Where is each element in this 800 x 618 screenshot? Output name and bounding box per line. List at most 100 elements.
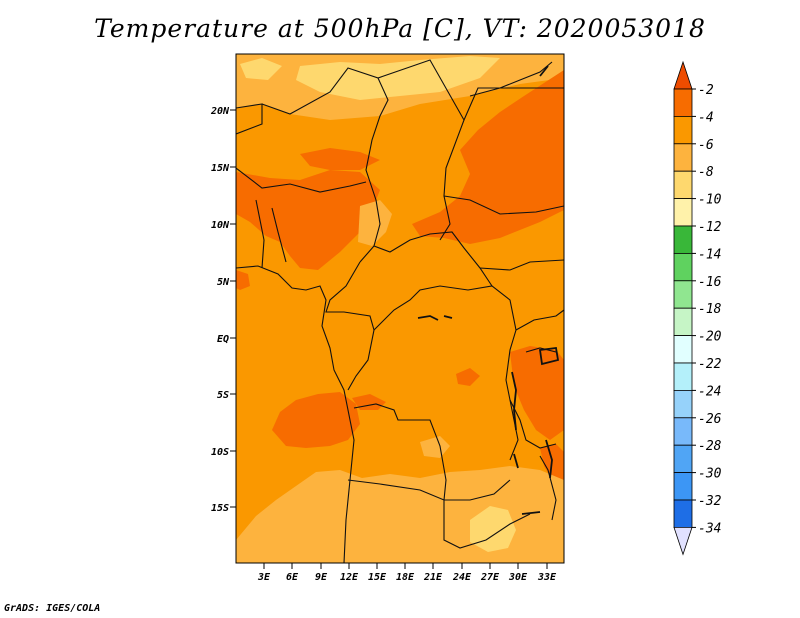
border-mozambique bbox=[539, 455, 557, 521]
border-car bbox=[373, 231, 493, 287]
colorbar-label: -8 bbox=[698, 165, 714, 180]
border-congo bbox=[325, 261, 375, 391]
colorbar-label: -4 bbox=[698, 110, 714, 125]
colorbar-label: -12 bbox=[698, 220, 722, 235]
colorbar-label: -18 bbox=[698, 302, 722, 317]
colorbar-swatch bbox=[673, 444, 693, 474]
colorbar-label: -20 bbox=[698, 330, 722, 345]
field-east-strip bbox=[510, 346, 564, 440]
lake-a bbox=[417, 315, 439, 321]
temperature-field bbox=[236, 54, 564, 563]
field-south-lighter bbox=[470, 506, 516, 552]
colorbar-swatch bbox=[673, 335, 693, 364]
field-central-cell bbox=[456, 368, 480, 386]
colorbar-label: -32 bbox=[698, 494, 722, 509]
border-west-b bbox=[271, 207, 287, 263]
lon-tick-label: 24E bbox=[452, 572, 472, 583]
border-angola bbox=[353, 403, 447, 501]
colorbar-label: -22 bbox=[698, 357, 722, 372]
colorbar-swatch bbox=[673, 88, 693, 117]
field-central-light bbox=[358, 200, 392, 246]
colorbar-swatch bbox=[673, 143, 693, 172]
red-sea-mark bbox=[539, 65, 549, 77]
colorbar-top-arrow bbox=[673, 60, 693, 90]
colorbar-label: -2 bbox=[698, 83, 714, 98]
colorbar-swatch bbox=[673, 116, 693, 145]
lon-tick-label: 12E bbox=[340, 572, 359, 583]
map-title: Temperature at 500hPa [C], VT: 202005301… bbox=[94, 14, 706, 43]
border-chad-east bbox=[377, 59, 465, 241]
lat-tick-label: 5N bbox=[217, 277, 230, 288]
border-drc bbox=[373, 285, 519, 461]
field-sahel-band bbox=[236, 170, 380, 270]
lon-tick-label: 3E bbox=[257, 572, 271, 583]
border-west-a bbox=[255, 199, 265, 269]
lon-tick-label: 6E bbox=[286, 572, 299, 583]
colorbar-label: -34 bbox=[698, 521, 721, 536]
colorbar-label: -10 bbox=[698, 193, 722, 208]
lake-malawi bbox=[545, 439, 553, 479]
border-sudan bbox=[443, 195, 564, 215]
field-northeast-band bbox=[412, 70, 564, 244]
lat-tick-label: 15N bbox=[211, 163, 230, 174]
lake-mweru bbox=[513, 453, 519, 469]
lake-kariba bbox=[521, 511, 541, 515]
lon-tick-label: 27E bbox=[480, 572, 500, 583]
lake-tanganyika bbox=[511, 371, 517, 431]
lon-tick-label: 30E bbox=[508, 572, 528, 583]
lat-tick-label: 10S bbox=[211, 447, 229, 458]
colorbar-label: -14 bbox=[698, 247, 721, 262]
colorbar-label: -30 bbox=[698, 467, 722, 482]
border-sahel bbox=[236, 167, 367, 193]
longitude-axis: 3E 6E 9E 12E 15E 18E 21E 24E 27E 30E 33E bbox=[257, 563, 557, 583]
colorbar-label: -26 bbox=[698, 412, 722, 427]
colorbar-swatch bbox=[673, 225, 693, 254]
field-sahel-cell bbox=[300, 148, 380, 170]
field-south-cell bbox=[420, 436, 450, 458]
border-ss bbox=[479, 259, 564, 271]
lon-tick-label: 18E bbox=[396, 572, 415, 583]
colorbar-swatch bbox=[673, 198, 693, 227]
credit-text: GrADS: IGES/COLA bbox=[4, 603, 101, 614]
border-lake-victoria bbox=[525, 347, 557, 353]
colorbar-swatch bbox=[673, 417, 693, 446]
lake-victoria bbox=[538, 346, 560, 366]
colorbar-bottom-arrow bbox=[673, 527, 693, 556]
plot-frame bbox=[235, 53, 565, 564]
border-nw-a bbox=[236, 103, 263, 135]
border-tanzania bbox=[509, 399, 557, 449]
colorbar-label: -24 bbox=[698, 384, 721, 399]
colorbar-swatch bbox=[673, 472, 693, 501]
lat-tick-label: 15S bbox=[211, 503, 229, 514]
colorbar-swatch bbox=[673, 389, 693, 419]
border-south bbox=[443, 500, 531, 549]
colorbar-label: -28 bbox=[698, 439, 722, 454]
lon-tick-label: 15E bbox=[368, 572, 387, 583]
field-southwest-blob bbox=[272, 392, 360, 448]
latitude-axis: 20N 15N 10N 5N EQ 5S 10S 15S bbox=[210, 106, 236, 514]
colorbar-swatch bbox=[673, 170, 693, 199]
lon-tick-label: 21E bbox=[423, 572, 443, 583]
lat-tick-label: EQ bbox=[217, 334, 229, 345]
coastline-west bbox=[236, 265, 355, 563]
colorbar: -2 -4 -6 -8 -10 -12 -14 -16 -18 -20 -22 -24 -26 -28 -3… bbox=[673, 60, 722, 556]
border-central-north bbox=[261, 67, 389, 263]
colorbar-swatch bbox=[673, 307, 693, 337]
border-kenya bbox=[515, 309, 564, 331]
field-southwest-cell bbox=[352, 394, 386, 410]
lat-tick-label: 20N bbox=[210, 106, 230, 117]
field-coast-cell bbox=[236, 270, 250, 290]
colorbar-swatch bbox=[673, 280, 693, 309]
lat-tick-label: 5S bbox=[217, 390, 229, 401]
lon-tick-label: 33E bbox=[537, 572, 557, 583]
border-egypt-sudan bbox=[463, 87, 564, 121]
lat-tick-label: 10N bbox=[211, 220, 230, 231]
colorbar-swatch bbox=[673, 252, 693, 282]
lake-b bbox=[443, 315, 453, 319]
colorbar-swatch bbox=[673, 362, 693, 391]
lakes bbox=[417, 65, 560, 515]
colorbar-label: -6 bbox=[698, 138, 714, 153]
colorbar-label: -16 bbox=[698, 275, 722, 290]
coast-redsea bbox=[469, 61, 553, 97]
